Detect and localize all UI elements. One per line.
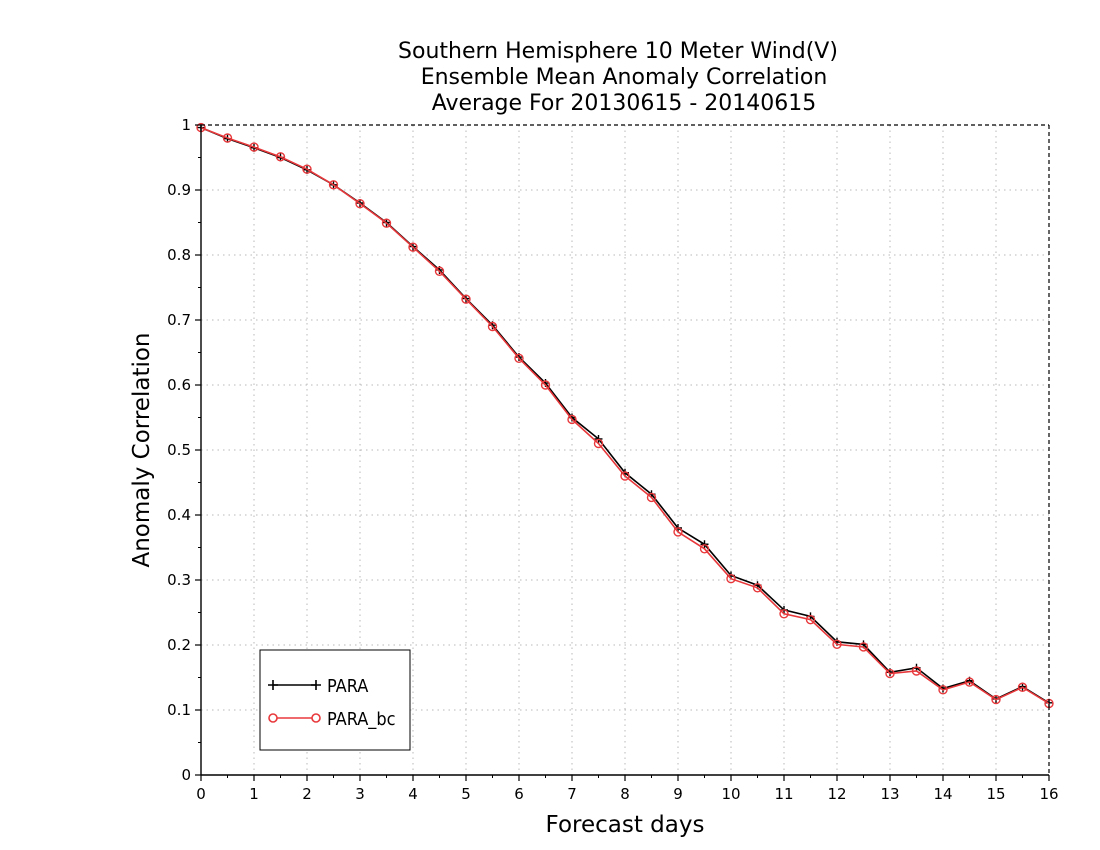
data-point-para-bc [461, 294, 471, 304]
data-point-para-bc [222, 133, 233, 143]
x-tick-label: 8 [620, 785, 630, 803]
data-point-para-bc [408, 242, 418, 252]
x-tick-label: 11 [774, 785, 793, 803]
legend-item-para-bc: PARA_bc [268, 709, 396, 730]
data-point-para-bc [673, 527, 683, 537]
grid [201, 125, 1049, 775]
y-tick-label: 1 [181, 116, 191, 134]
data-point-para-bc [911, 666, 922, 676]
y-tick-label: 0.1 [167, 701, 191, 719]
y-tick-label: 0.9 [167, 181, 191, 199]
series-lines [196, 122, 1054, 709]
data-point-para-bc [328, 180, 339, 190]
x-tick-label: 3 [355, 785, 365, 803]
y-tick-label: 0.3 [167, 571, 191, 589]
y-tick-label: 0.2 [167, 636, 191, 654]
x-tick-label: 1 [249, 785, 259, 803]
data-point-para-bc [646, 492, 657, 503]
data-point-para-bc [567, 414, 577, 425]
x-tick-label: 10 [721, 785, 740, 803]
data-point-para-bc [249, 142, 259, 152]
data-point-para-bc [964, 677, 975, 687]
data-point-para-bc [275, 152, 286, 162]
data-point-para-bc [487, 321, 498, 332]
data-point-para-bc [752, 583, 763, 593]
series-para [197, 123, 1053, 707]
data-point-para-bc [832, 639, 842, 650]
data-point-para-bc [620, 471, 630, 481]
x-tick-label: 6 [514, 785, 524, 803]
data-point-para-bc [991, 694, 1001, 705]
x-axis-label: Forecast days [546, 812, 705, 838]
x-tick-label: 4 [408, 785, 418, 803]
x-tick-label: 2 [302, 785, 312, 803]
data-point-para-bc [885, 668, 895, 679]
data-point-para-bc [540, 380, 551, 390]
y-tick-label: 0.4 [167, 506, 191, 524]
data-point-para-bc [805, 614, 816, 625]
legend-label-para-bc: PARA_bc [327, 709, 396, 730]
data-point-para-bc [355, 198, 365, 209]
y-tick-label: 0.7 [167, 311, 191, 329]
x-tick-label: 7 [567, 785, 577, 803]
x-axis-ticks: 0 1 2 3 4 5 6 7 8 9 10 11 12 13 14 15 16 [196, 775, 1059, 803]
y-axis-label: Anomaly Correlation [129, 332, 155, 567]
data-point-para-bc [434, 266, 445, 276]
data-point-para-bc [514, 353, 524, 364]
x-tick-label: 13 [880, 785, 899, 803]
x-tick-label: 9 [673, 785, 683, 803]
x-tick-label: 16 [1039, 785, 1058, 803]
series-line-para-bc [200, 126, 1050, 705]
data-point-para-bc [381, 218, 392, 228]
data-point-para-bc [302, 164, 312, 174]
data-point-para-bc [858, 642, 869, 652]
x-tick-label: 15 [986, 785, 1005, 803]
data-point-para-bc [726, 574, 736, 584]
y-axis-ticks: 0 0.1 0.2 0.3 0.4 0.5 0.6 0.7 0.8 0.9 1 [167, 116, 201, 784]
chart-title-line-3: Average For 20130615 - 20140615 [432, 91, 817, 116]
legend-marker-para-bc-left [268, 713, 278, 723]
legend-item-para: PARA [268, 676, 368, 697]
data-point-para-bc [593, 438, 604, 449]
legend-marker-para [268, 680, 321, 690]
x-tick-label: 0 [196, 785, 206, 803]
data-point-para-bc [779, 609, 789, 619]
data-point-para-bc [938, 685, 948, 695]
legend-marker-para-bc-right [311, 713, 321, 723]
x-tick-label: 12 [827, 785, 846, 803]
data-point-para-bc [1017, 682, 1028, 692]
legend-label-para: PARA [327, 676, 368, 697]
y-tick-label: 0 [181, 766, 191, 784]
legend-box [259, 649, 411, 751]
y-tick-label: 0.8 [167, 246, 191, 264]
data-point-para-bc [699, 544, 710, 554]
x-tick-label: 14 [933, 785, 952, 803]
series-para-bc [196, 122, 1054, 709]
y-tick-label: 0.5 [167, 441, 191, 459]
chart-title-line-2: Ensemble Mean Anomaly Correlation [421, 65, 828, 90]
x-tick-label: 5 [461, 785, 471, 803]
y-tick-label: 0.6 [167, 376, 191, 394]
legend: PARA PARA_bc [259, 649, 411, 751]
chart-title-line-1: Southern Hemisphere 10 Meter Wind(V) [398, 39, 838, 64]
chart-title: Southern Hemisphere 10 Meter Wind(V) Ens… [398, 39, 838, 116]
